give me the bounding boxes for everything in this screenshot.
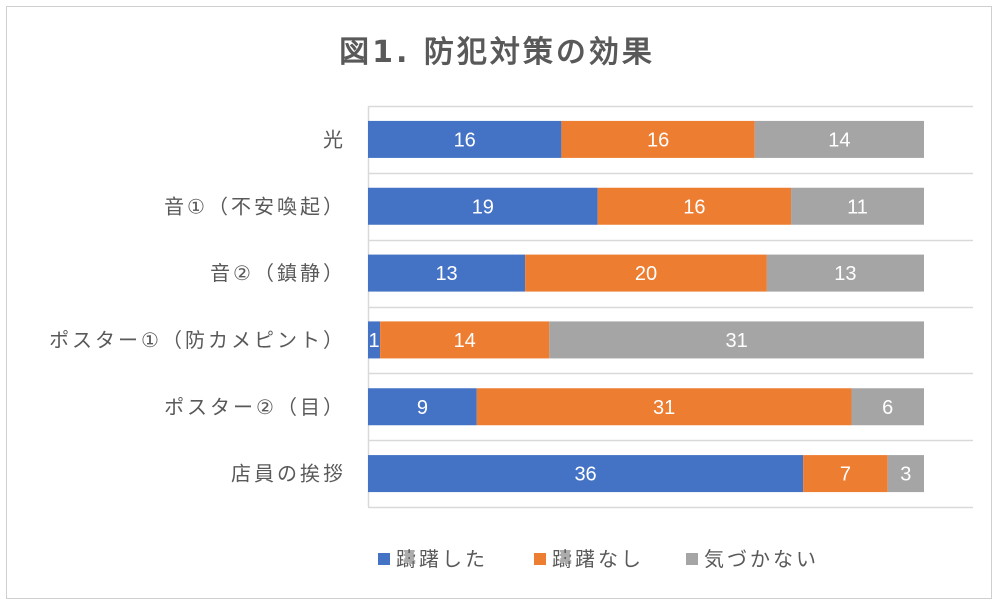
legend-swatch [534,553,546,565]
legend-swatch [686,553,698,565]
legend: 躊躇した 躊躇なし 気づかない [378,547,819,571]
data-label: 14 [828,129,850,151]
data-label: 7 [840,464,851,486]
bar-segment [791,187,924,225]
data-label: 3 [900,464,911,486]
category-label: ポスター①（防カメピント） [49,328,346,352]
legend-label: 躊躇なし [552,547,644,571]
category-label: 音①（不安喚起） [164,194,346,218]
category-labels: 光音①（不安喚起） 音②（鎮静） ポスター①（防カメピント） ポスター②（目） 店員の挨… [49,127,346,486]
data-label: 11 [847,196,868,218]
data-label: 31 [726,330,748,352]
gridlines [367,105,973,509]
chart-title: 図1. 防犯対策の効果 [339,35,655,70]
bar-segment [368,254,526,292]
legend-label: 躊躇した [396,547,488,571]
bars: 16 16 14 19 16 11 13 20 13 1 14 31 9 31 6 36 7 3 [368,120,924,493]
data-label: 20 [635,263,657,285]
data-label: 16 [647,129,669,151]
bar-segment [766,254,924,292]
bar-segment [851,388,924,426]
data-label: 19 [472,196,494,218]
data-label: 16 [454,129,476,151]
bar-segment [368,187,598,225]
legend-label: 気づかない [704,547,819,571]
chart-frame [6,6,992,599]
data-label: 13 [435,263,457,285]
data-label: 13 [834,263,856,285]
bar-segment [887,455,924,493]
bar-segment [549,321,924,359]
category-label: 音②（鎮静） [210,261,346,285]
data-label: 14 [454,330,476,352]
legend-swatch [378,553,390,565]
bar-segment [597,187,792,225]
category-label: 店員の挨拶 [231,462,346,486]
bar-segment [476,388,852,426]
bar-segment [368,120,562,158]
data-label: 6 [882,397,893,419]
bar-segment [525,254,767,292]
bar-segment [368,455,804,493]
data-label: 36 [574,464,596,486]
bar-segment [380,321,550,359]
data-label: 9 [417,397,428,419]
data-label: 1 [368,330,379,352]
bar-segment [754,120,924,158]
bar-segment [368,388,477,426]
data-label: 16 [683,196,705,218]
bar-segment [368,321,381,359]
category-label: 光 [323,127,346,151]
category-label: ポスター②（目） [164,395,346,419]
bar-segment [803,455,888,493]
data-label: 31 [653,397,675,419]
bar-segment [561,120,755,158]
